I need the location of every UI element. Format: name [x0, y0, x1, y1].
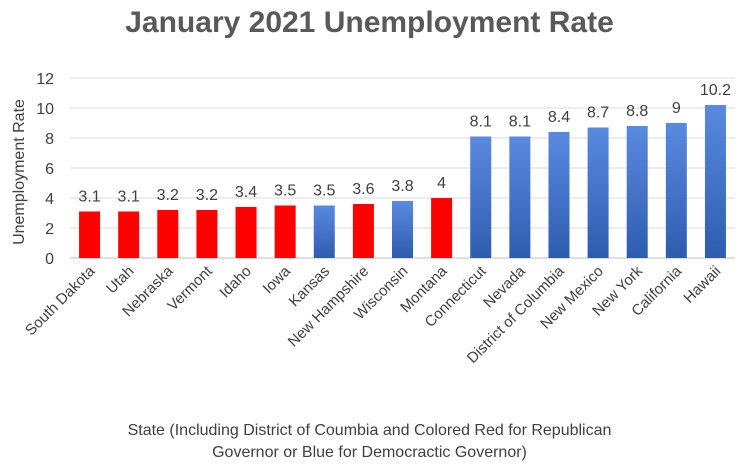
y-axis-label: Unemployment Rate: [11, 99, 28, 245]
bar-vermont: [196, 210, 218, 258]
y-tick-label: 2: [45, 221, 54, 238]
x-axis-label-line-1: State (Including District of Coumbia and…: [127, 422, 612, 439]
data-label: 8.8: [626, 103, 648, 120]
bars: [79, 105, 726, 258]
data-label: 3.1: [78, 189, 100, 206]
bar-utah: [118, 211, 140, 258]
y-tick-label: 6: [45, 161, 54, 178]
y-tick-label: 4: [45, 191, 54, 208]
bar-kansas: [313, 205, 335, 258]
x-tick-label: Iowa: [260, 262, 295, 297]
x-axis-label-line-2: Governor or Blue for Democractic Governo…: [212, 444, 527, 461]
bar-iowa: [274, 205, 296, 258]
data-label: 3.5: [313, 183, 335, 200]
x-tick-label: Utah: [103, 263, 137, 297]
bar-south-dakota: [79, 211, 101, 258]
data-label: 3.4: [235, 184, 257, 201]
data-label: 3.1: [118, 189, 140, 206]
data-label: 8.1: [470, 114, 492, 131]
bar-nebraska: [157, 210, 179, 258]
data-label: 3.2: [157, 187, 179, 204]
data-label: 8.4: [548, 109, 570, 126]
data-label: 3.8: [391, 178, 413, 195]
data-label: 4: [437, 175, 446, 192]
bar-montana: [431, 198, 453, 258]
bar-nevada: [509, 136, 531, 258]
bar-new-hampshire: [352, 204, 374, 258]
chart-title: January 2021 Unemployment Rate: [125, 6, 614, 39]
bar-idaho: [235, 207, 257, 258]
y-tick-label: 8: [45, 131, 54, 148]
data-label: 3.5: [274, 183, 296, 200]
data-label: 3.2: [196, 187, 218, 204]
bar-connecticut: [470, 136, 492, 258]
x-axis-label: State (Including District of Coumbia and…: [0, 420, 739, 464]
x-tick-label: South Dakota: [22, 262, 99, 339]
x-tick-label: Vermont: [164, 262, 216, 314]
bar-new-mexico: [587, 127, 609, 258]
y-axis-ticks: 0 2 4 6 8 10 12: [36, 71, 54, 268]
bar-chart: 0 2 4 6 8 10 12 Unemployment Rate 3.1 3.1 3.2 3.2…: [11, 71, 735, 367]
data-label: 10.2: [700, 82, 731, 99]
y-tick-label: 10: [36, 101, 54, 118]
data-label: 9: [672, 100, 681, 117]
bar-wisconsin: [392, 201, 413, 258]
x-tick-label: Hawaii: [680, 263, 724, 307]
data-label: 8.7: [587, 105, 609, 122]
y-tick-label: 0: [45, 251, 54, 268]
x-tick-label: Idaho: [216, 263, 255, 302]
data-label: 3.6: [352, 181, 374, 198]
bar-district-of-columbia: [548, 132, 570, 258]
data-labels: 3.1 3.1 3.2 3.2 3.4 3.5 3.5 3.6 3.8 4 8.1 8.1 8.4 8.7…: [78, 82, 731, 206]
data-label: 8.1: [509, 114, 531, 131]
bar-new-york: [626, 126, 648, 258]
bar-california: [665, 123, 687, 258]
y-tick-label: 12: [36, 71, 54, 88]
bar-hawaii: [704, 105, 726, 258]
